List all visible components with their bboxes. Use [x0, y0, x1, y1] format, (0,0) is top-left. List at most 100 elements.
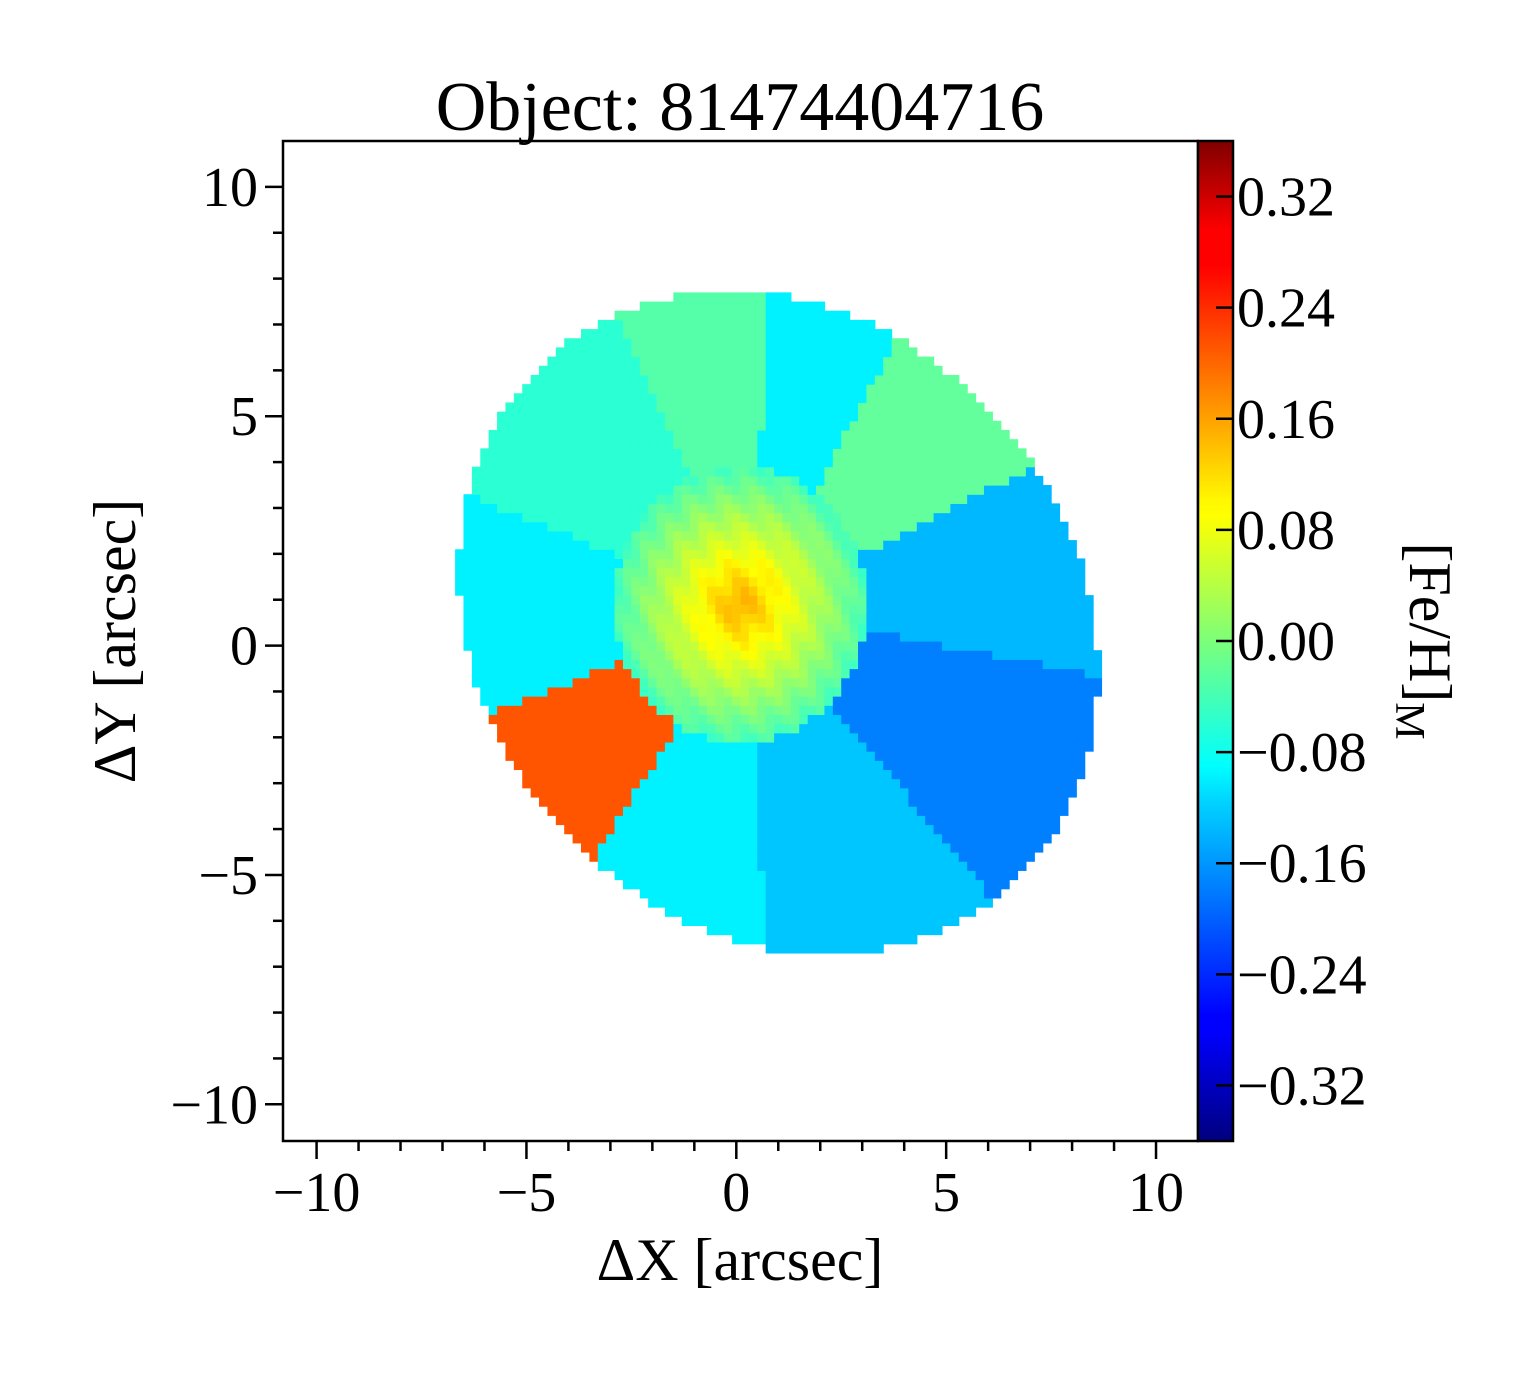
map-pixel [1017, 668, 1027, 679]
map-pixel [1076, 714, 1086, 725]
map-pixel [480, 567, 490, 578]
map-pixel [564, 705, 574, 715]
map-pixel [799, 751, 809, 761]
map-pixel [832, 714, 842, 725]
map-pixel [858, 778, 868, 789]
map-pixel [1067, 595, 1077, 605]
map-pixel [908, 677, 918, 688]
map-pixel [774, 879, 784, 890]
map-pixel [1051, 549, 1061, 560]
map-pixel [740, 714, 750, 725]
map-pixel [1051, 521, 1061, 532]
map-pixel [765, 686, 775, 697]
map-pixel [614, 631, 624, 642]
map-pixel [799, 319, 809, 330]
map-pixel [841, 677, 851, 688]
map-pixel [799, 429, 809, 440]
map-pixel [841, 475, 851, 486]
map-pixel [589, 723, 599, 734]
map-pixel [648, 420, 658, 431]
map-pixel [824, 347, 834, 358]
map-pixel [597, 751, 607, 761]
map-pixel [606, 384, 616, 394]
map-pixel [816, 824, 826, 835]
map-pixel [841, 530, 851, 541]
map-pixel [530, 686, 540, 697]
map-pixel [480, 604, 490, 615]
map-pixel [698, 705, 708, 715]
map-pixel [706, 650, 716, 660]
map-pixel [505, 466, 515, 477]
map-pixel [933, 705, 943, 715]
map-pixel [1000, 641, 1010, 651]
map-pixel [807, 475, 817, 486]
map-pixel [799, 558, 809, 569]
map-pixel [547, 365, 557, 376]
map-pixel [1034, 815, 1044, 826]
map-pixel [622, 429, 632, 440]
map-pixel [505, 448, 515, 459]
map-pixel [513, 411, 523, 422]
map-pixel [941, 585, 951, 596]
map-pixel [631, 631, 641, 642]
map-pixel [740, 852, 750, 862]
map-pixel [916, 787, 926, 798]
map-pixel [975, 466, 985, 477]
map-pixel [589, 411, 599, 422]
map-pixel [774, 668, 784, 679]
map-pixel [824, 393, 834, 404]
map-pixel [1009, 475, 1019, 486]
map-pixel [883, 329, 893, 339]
map-pixel [530, 723, 540, 734]
map-pixel [513, 494, 523, 504]
map-pixel [748, 393, 758, 404]
map-pixel [723, 650, 733, 660]
map-pixel [539, 411, 549, 422]
map-pixel [874, 457, 884, 468]
map-pixel [480, 466, 490, 477]
map-pixel [891, 732, 901, 743]
map-pixel [816, 870, 826, 881]
map-pixel [1084, 659, 1094, 670]
map-pixel [757, 530, 767, 541]
map-pixel [547, 420, 557, 431]
map-pixel [723, 292, 733, 303]
map-pixel [1059, 595, 1069, 605]
map-pixel [547, 686, 557, 697]
map-pixel [958, 384, 968, 394]
map-pixel [908, 861, 918, 871]
colorbar-axis: 0.320.240.160.080.00−0.08−0.16−0.24−0.32 [1216, 167, 1367, 1117]
map-pixel [681, 530, 691, 541]
map-pixel [572, 631, 582, 642]
map-pixel [698, 622, 708, 633]
map-pixel [622, 393, 632, 404]
map-pixel [941, 411, 951, 422]
map-pixel [765, 329, 775, 339]
map-pixel [648, 521, 658, 532]
map-pixel [824, 833, 834, 844]
map-pixel [648, 356, 658, 367]
map-pixel [690, 466, 700, 477]
map-pixel [799, 870, 809, 881]
map-pixel [740, 503, 750, 514]
map-pixel [480, 475, 490, 486]
map-pixel [832, 815, 842, 826]
map-pixel [505, 457, 515, 468]
map-pixel [883, 833, 893, 844]
map-pixel [900, 356, 909, 367]
map-pixel [832, 833, 842, 844]
map-pixel [539, 787, 549, 798]
map-pixel [639, 677, 649, 688]
map-pixel [706, 310, 716, 321]
map-pixel [706, 485, 716, 495]
map-pixel [908, 429, 918, 440]
map-pixel [589, 595, 599, 605]
map-pixel [539, 631, 549, 642]
map-pixel [782, 815, 792, 826]
map-pixel [824, 319, 834, 330]
map-pixel [681, 356, 691, 367]
map-pixel [555, 741, 565, 752]
map-pixel [471, 549, 481, 560]
map-pixel [816, 384, 826, 394]
map-pixel [740, 604, 750, 615]
